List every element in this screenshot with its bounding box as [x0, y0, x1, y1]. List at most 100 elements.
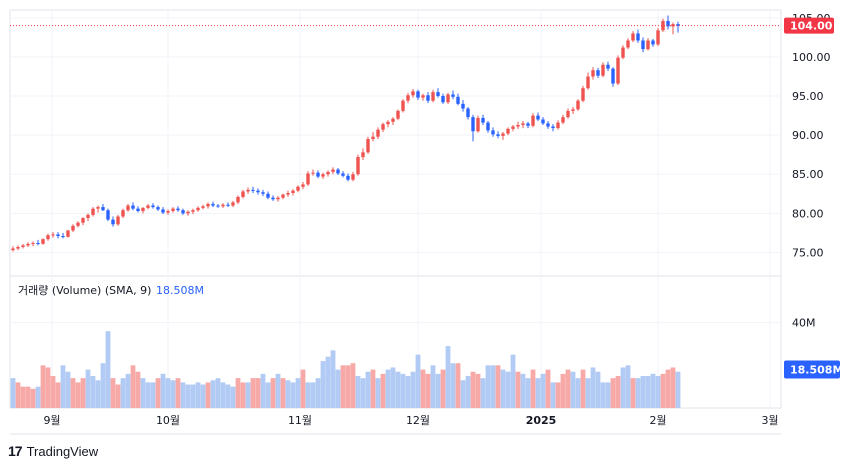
candle-body	[91, 208, 95, 215]
price-tick-label: 95.00	[792, 90, 824, 103]
candle-body	[381, 124, 385, 130]
candle-body	[641, 40, 645, 50]
candle	[261, 189, 265, 197]
candle-body	[271, 197, 275, 200]
volume-bar	[420, 369, 426, 408]
candle	[266, 191, 270, 200]
candle	[411, 88, 415, 98]
candle	[401, 99, 405, 113]
candle	[506, 127, 510, 136]
price-tick-label: 80.00	[792, 207, 824, 220]
volume-bar	[655, 376, 661, 408]
volume-sma-value: 18.508M	[156, 284, 204, 297]
candle-body	[416, 91, 420, 98]
candle	[251, 186, 255, 194]
candle	[216, 203, 220, 208]
volume-bar	[280, 378, 286, 408]
volume-bar	[210, 380, 216, 408]
volume-bar	[175, 378, 181, 408]
tradingview-branding[interactable]: 17 TradingView	[8, 441, 98, 461]
volume-bar	[95, 380, 101, 408]
volume-bar	[205, 382, 211, 408]
candle-body	[631, 33, 635, 41]
price-chart[interactable]: 75.0080.0085.0090.0095.00100.00105.0040M…	[0, 0, 860, 440]
candle	[66, 229, 70, 238]
candle	[171, 207, 175, 213]
volume-bar	[600, 382, 606, 408]
volume-bar	[650, 373, 656, 408]
candle	[381, 122, 385, 133]
volume-bar	[395, 371, 401, 408]
volume-bar	[105, 331, 111, 408]
volume-bar	[595, 371, 601, 408]
volume-bar	[335, 369, 341, 408]
candle-body	[501, 133, 505, 136]
volume-bar	[505, 371, 511, 408]
volume-bar	[185, 384, 191, 408]
volume-bar	[665, 369, 671, 408]
candle	[501, 132, 505, 140]
volume-bar	[255, 378, 261, 408]
candle	[41, 238, 45, 245]
candle	[436, 88, 440, 98]
candle-body	[551, 126, 555, 129]
volume-bar	[455, 363, 461, 408]
candle	[606, 61, 610, 72]
candle	[406, 92, 410, 104]
candle	[331, 167, 335, 175]
candle-body	[546, 123, 550, 127]
candle	[516, 121, 520, 129]
candle	[651, 38, 655, 47]
candle	[36, 239, 40, 246]
candle-body	[206, 203, 210, 207]
candle	[136, 206, 140, 213]
volume-bar	[565, 369, 571, 408]
time-tick-label: 2025	[526, 414, 557, 427]
candle-body	[156, 207, 160, 210]
volume-bar	[55, 382, 61, 408]
volume-bar	[30, 388, 36, 408]
candle-body	[516, 124, 520, 127]
candle	[416, 89, 420, 100]
candle	[131, 202, 135, 211]
candle	[146, 203, 150, 210]
candle-body	[56, 234, 60, 237]
volume-bar	[200, 384, 206, 408]
candle	[626, 38, 630, 50]
candle-body	[606, 64, 610, 69]
candle-body	[201, 206, 205, 208]
volume-bar	[590, 367, 596, 408]
volume-indicator-label[interactable]: 거래량 (Volume) (SMA, 9)	[18, 284, 151, 297]
candle-body	[461, 103, 465, 109]
candle	[361, 148, 365, 161]
price-tick-label: 85.00	[792, 168, 824, 181]
candle-body	[621, 47, 625, 58]
volume-bar	[120, 378, 126, 408]
volume-bar	[385, 369, 391, 408]
candle	[11, 246, 15, 252]
candle-body	[106, 210, 110, 220]
volume-bar	[140, 378, 146, 408]
volume-bar	[465, 376, 471, 408]
candle	[471, 114, 475, 142]
volume-bar	[15, 382, 21, 408]
volume-bar	[340, 365, 346, 408]
volume-bar	[25, 386, 31, 408]
volume-bar	[235, 378, 241, 408]
candle	[341, 171, 345, 178]
candle	[596, 67, 600, 79]
volume-bar	[460, 380, 466, 408]
price-tick-label: 90.00	[792, 129, 824, 142]
time-tick-label: 11월	[288, 414, 312, 427]
volume-bar	[470, 371, 476, 408]
candle	[201, 204, 205, 210]
candle	[141, 207, 145, 214]
candle	[366, 136, 370, 154]
volume-bar	[230, 386, 236, 408]
candle	[111, 216, 115, 227]
volume-bar	[80, 378, 86, 408]
volume-bar	[660, 373, 666, 408]
candle-body	[426, 95, 430, 101]
candle	[591, 67, 595, 80]
candle-body	[396, 110, 400, 119]
